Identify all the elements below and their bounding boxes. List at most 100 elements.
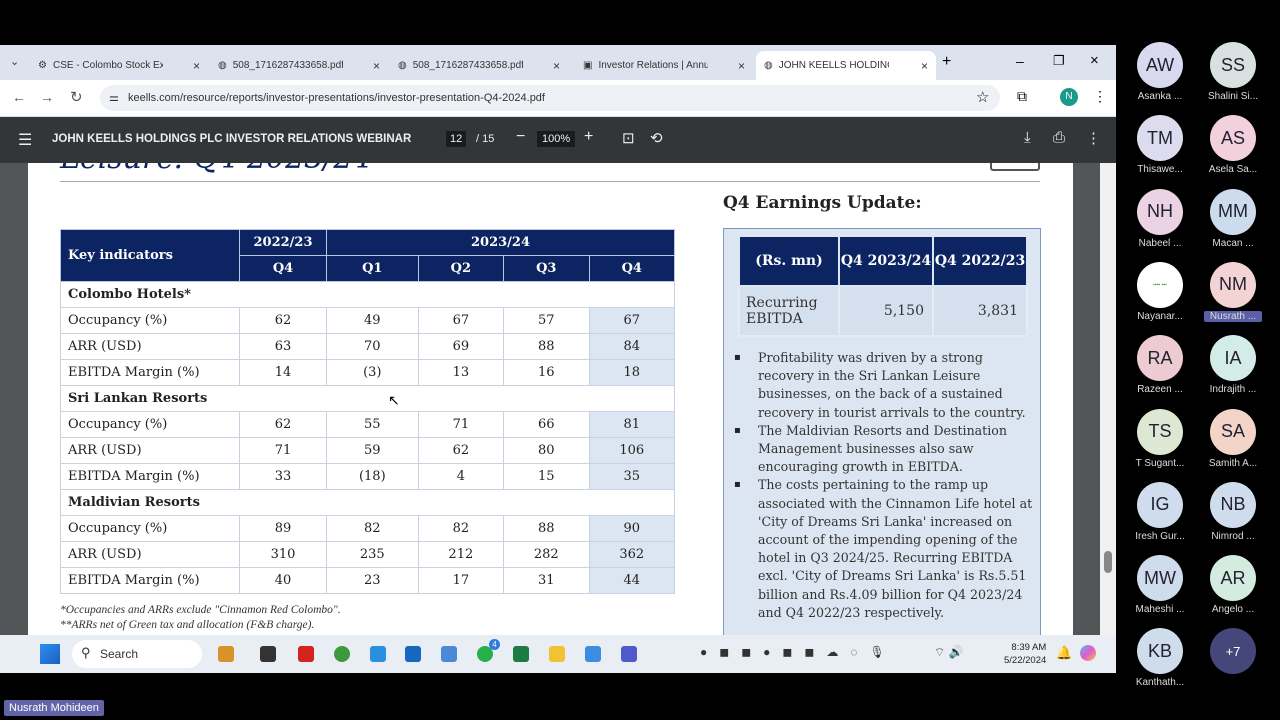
value-cell: 44 [588,567,676,594]
close-tab-icon[interactable]: × [552,58,560,73]
windows-start-icon[interactable] [40,644,60,664]
chrome-icon[interactable] [334,646,350,662]
outlook-icon[interactable] [405,646,421,662]
value-cell: 71 [417,411,505,438]
hamburger-menu-icon[interactable]: ☰ [18,132,33,149]
extensions-icon[interactable]: ⧉ [1017,88,1027,104]
restore-button[interactable]: ❐ [1053,53,1065,68]
tab[interactable]: ◍ 508_1716287433658.pdf × [398,58,560,73]
system-tray-icons[interactable]: ●◼◼●◼◼☁◌🎙 [700,645,897,659]
more-options-icon[interactable]: ⋮ [1086,130,1101,147]
app-icon[interactable] [441,646,457,662]
menu-icon[interactable]: ⋮ [1093,88,1107,104]
avatar-initials: MW [1144,567,1176,588]
download-icon[interactable]: ⤓ [1024,129,1031,146]
header-year: 2022/23 [239,229,327,256]
tab[interactable]: ◍ 508_1716287433658.pdf × [218,58,380,73]
participant-avatar[interactable]: MW [1137,555,1183,602]
fit-page-icon[interactable]: ⊡ [622,130,635,147]
header-key-indicators: Key indicators [60,229,240,282]
excel-icon[interactable] [513,646,529,662]
zoom-out-button[interactable]: − [516,128,526,145]
file-explorer-icon[interactable] [549,646,565,662]
site-info-icon[interactable]: ⚌ [109,92,119,104]
zoom-in-button[interactable]: + [584,128,594,145]
participant-avatar[interactable]: IG [1137,481,1183,528]
participant-avatar[interactable]: IA [1210,335,1256,382]
tab[interactable]: ▣Investor Relations | Annual R× [583,58,745,73]
value-cell: 5,150 [838,285,934,337]
value-cell: 62 [239,307,327,334]
scrollbar-thumb[interactable] [1104,551,1112,573]
participant-avatar[interactable]: AR [1210,555,1256,602]
participant-avatar[interactable]: ▪▪▪▪ ▪▪▪ [1137,261,1183,308]
notification-icon[interactable]: 🔔 [1056,645,1073,660]
header-q4-2023-24: Q4 2023/24 [838,235,934,287]
header-quarter: Q4 [588,255,676,282]
avatar-initials: SS [1220,54,1245,75]
page-number-input[interactable]: 12 [446,131,467,147]
close-window-button[interactable]: × [1090,52,1099,69]
participant-name: Samith A... [1208,457,1258,469]
teams-icon[interactable] [621,646,637,662]
value-cell: 55 [326,411,419,438]
taskbar: ⚲ Search 4 ●◼◼●◼◼☁◌🎙 ⌔ 🔊 8:39 AM 5/22/2024… [0,635,1116,673]
value-cell: (18) [326,463,419,490]
scrollbar[interactable] [1100,163,1116,635]
participant-avatar[interactable]: RA [1137,335,1183,382]
value-cell: 82 [417,515,505,542]
participant-name: Indrajith ... [1209,384,1257,396]
print-icon[interactable]: ⎙ [1053,129,1066,146]
zoom-input[interactable]: 100% [537,131,576,147]
back-button[interactable]: ← [12,89,26,105]
acrobat-icon[interactable] [298,646,314,662]
tab-active[interactable]: ◍JOHN KEELLS HOLDINGS PLC× [756,51,936,80]
close-tab-icon[interactable]: × [372,58,380,73]
header-quarter: Q4 [239,255,327,282]
rotate-icon[interactable]: ⟲ [650,130,663,147]
reload-button[interactable]: ↻ [70,89,83,106]
participant-avatar[interactable]: AW [1137,42,1183,88]
avatar-initials: AS [1220,127,1245,148]
photos-icon[interactable] [585,646,601,662]
url-field[interactable]: ⚌ keells.com/resource/reports/investor-pr… [100,85,1000,111]
whatsapp-icon[interactable] [477,646,493,662]
participant-avatar[interactable]: NH [1137,188,1183,235]
slide-heading: Leisure: Q4 2023/24 [60,163,372,176]
close-tab-icon[interactable]: × [737,58,745,73]
participant-avatar[interactable]: NM [1210,261,1256,308]
tab[interactable]: ⚙CSE - Colombo Stock Exchange× [38,58,200,73]
participant-avatar[interactable]: TM [1137,115,1183,162]
clock[interactable]: 8:39 AM 5/22/2024 [1004,642,1047,666]
value-cell: 90 [588,515,676,542]
wifi-volume-icon[interactable]: ⌔ 🔊 [934,645,964,659]
value-cell: 212 [417,541,505,568]
value-cell: 31 [503,567,590,594]
participant-avatar[interactable]: +7 [1210,628,1256,675]
tab-search-icon[interactable]: ⌄ [10,56,20,68]
earnings-box: (Rs. mn) Q4 2023/24 Q4 2022/23 Recurring E… [723,228,1041,635]
table-row: EBITDA Margin (%) 33 (18) 4 15 35 [60,463,676,490]
participant-avatar[interactable]: KB [1137,628,1183,675]
participant-avatar[interactable]: AS [1210,115,1256,162]
copilot-icon[interactable] [1080,645,1096,661]
participants-panel: AW Asanka ... SS Shalini Si... TM Thisawe... A… [1116,40,1280,690]
onedrive-icon[interactable] [370,646,386,662]
participant-avatar[interactable]: TS [1137,408,1183,455]
new-tab-button[interactable]: + [942,53,952,70]
forward-button[interactable]: → [40,89,54,105]
value-cell: 13 [417,359,505,386]
work-icon[interactable] [218,646,234,662]
participant-avatar[interactable]: SS [1210,42,1256,88]
app-icon[interactable] [260,646,276,662]
minimize-button[interactable]: – [1016,53,1024,69]
close-tab-icon[interactable]: × [920,58,928,73]
participant-name: Maheshi ... [1135,604,1185,616]
participant-avatar[interactable]: SA [1210,408,1256,455]
taskbar-search[interactable]: ⚲ Search [72,640,202,668]
close-tab-icon[interactable]: × [192,58,200,73]
profile-avatar[interactable]: N [1060,88,1078,106]
participant-avatar[interactable]: MM [1210,188,1256,235]
participant-avatar[interactable]: NB [1210,481,1256,528]
bookmark-star-icon[interactable]: ☆ [976,89,990,106]
